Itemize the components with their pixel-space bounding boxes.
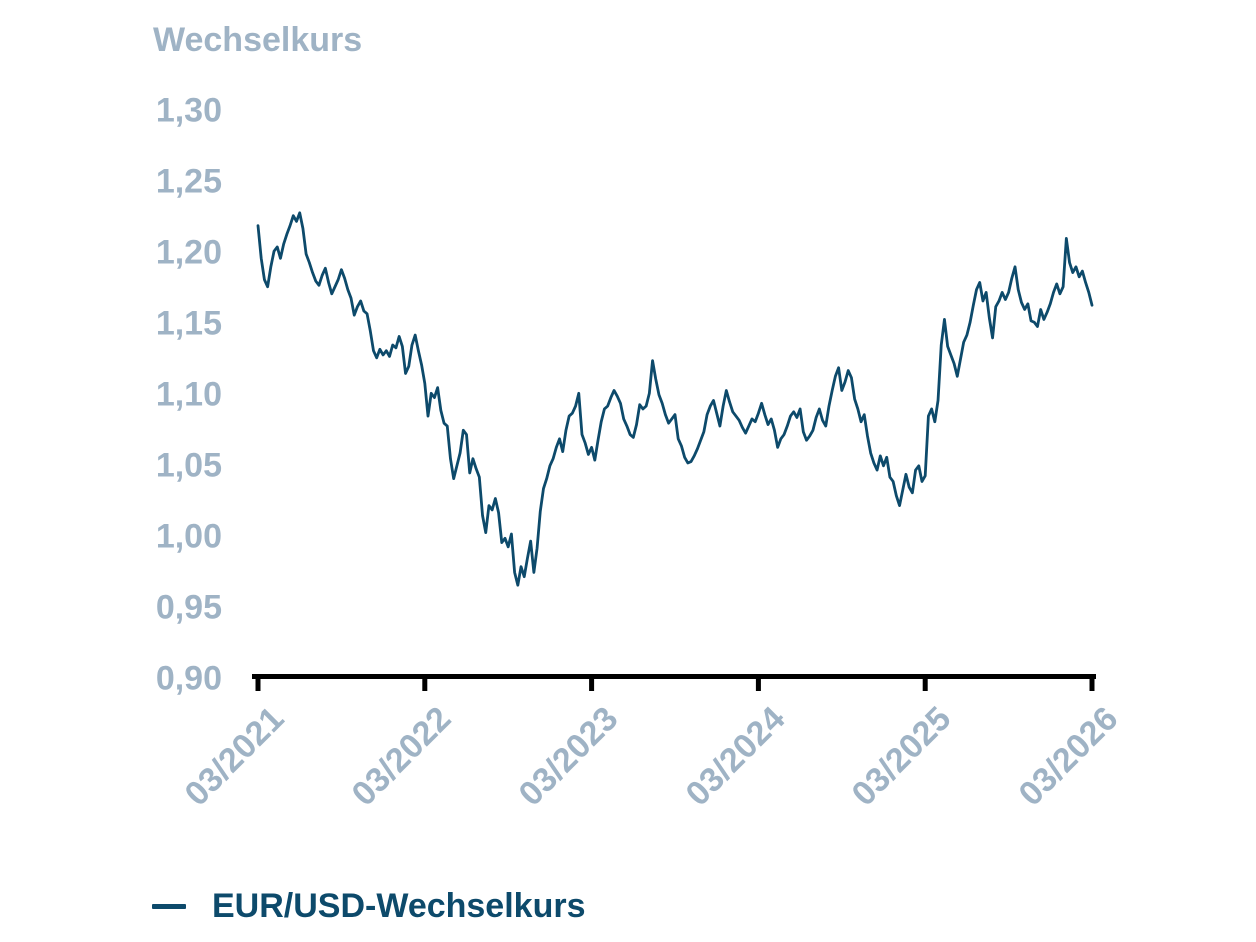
y-tick-label: 0,90 [155,659,222,698]
x-axis-tick [255,679,261,691]
x-axis-tick [589,679,595,691]
chart-title: Wechselkurs [153,21,363,59]
eur-usd-line [256,211,1094,587]
y-tick-label: 1,30 [155,90,222,129]
x-axis-tick [922,679,928,691]
legend-line-swatch [152,903,186,909]
y-tick-label: 1,15 [155,304,222,343]
y-tick-label: 1,25 [155,161,222,200]
x-axis-tick [755,679,761,691]
legend: EUR/USD-Wechselkurs [152,886,586,926]
x-axis-tick [1089,679,1095,691]
y-tick-label: 1,00 [155,517,222,556]
y-tick-label: 1,10 [155,375,222,414]
x-axis-tick [422,679,428,691]
y-tick-label: 1,20 [155,232,222,271]
y-tick-label: 1,05 [155,446,222,485]
x-axis-line [252,674,1096,679]
y-tick-label: 0,95 [155,588,222,627]
legend-label: EUR/USD-Wechselkurs [212,887,586,925]
